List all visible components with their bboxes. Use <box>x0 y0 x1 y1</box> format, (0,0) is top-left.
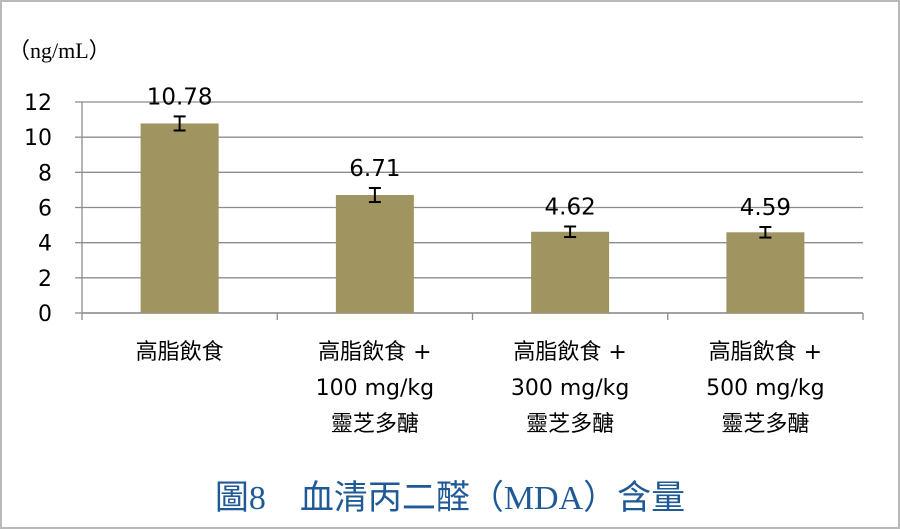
bar-chart: 10.78 6.71 4.62 4.59 0 2 4 6 8 10 12 高脂飲食 高脂飲食 + 10… <box>8 38 864 437</box>
y-tick-label: 4 <box>38 232 52 257</box>
x-category-label: 靈芝多醣 <box>526 412 614 437</box>
y-tick-label: 2 <box>38 267 52 292</box>
x-category-label: 靈芝多醣 <box>331 412 419 437</box>
data-label: 6.71 <box>349 156 400 182</box>
x-category-label: 靈芝多醣 <box>721 412 809 437</box>
y-tick-label: 6 <box>38 197 52 222</box>
x-category-label: 高脂飲食 + <box>709 340 822 365</box>
data-label: 4.59 <box>740 195 791 221</box>
y-axis-ticks: 0 2 4 6 8 10 12 <box>24 91 52 327</box>
y-tick-label: 8 <box>38 161 52 186</box>
x-category-label: 高脂飲食 + <box>513 340 626 365</box>
y-tick-label: 10 <box>24 126 52 151</box>
x-category-label: 高脂飲食 + <box>318 340 431 365</box>
x-category-label: 100 mg/kg <box>316 376 435 401</box>
x-category-label: 300 mg/kg <box>511 376 630 401</box>
x-category-label: 500 mg/kg <box>706 376 825 401</box>
x-axis-categories: 高脂飲食 高脂飲食 + 100 mg/kg 靈芝多醣 高脂飲食 + 300 mg/kg 靈芝… <box>136 340 825 437</box>
data-label: 4.62 <box>545 194 596 220</box>
bar <box>335 195 414 313</box>
x-category-label: 高脂飲食 <box>136 340 224 365</box>
data-label: 10.78 <box>147 84 213 110</box>
figure-caption: 圖8 血清丙二醛（MDA）含量 <box>214 480 686 517</box>
y-axis-unit-label: （ng/mL） <box>8 38 111 63</box>
y-tick-label: 12 <box>24 91 52 116</box>
bar <box>140 123 219 314</box>
y-tick-label: 0 <box>38 302 52 327</box>
bars: 10.78 6.71 4.62 4.59 <box>140 84 805 314</box>
bar <box>726 232 805 313</box>
bar <box>531 231 610 313</box>
